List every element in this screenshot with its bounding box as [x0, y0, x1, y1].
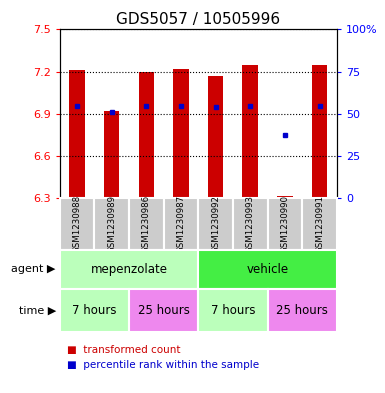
- Bar: [268, 198, 302, 250]
- Text: GSM1230989: GSM1230989: [107, 195, 116, 253]
- Bar: [164, 198, 198, 250]
- Text: agent ▶: agent ▶: [12, 264, 56, 274]
- Bar: [312, 65, 327, 198]
- Text: GSM1230990: GSM1230990: [280, 195, 290, 253]
- Text: GSM1230992: GSM1230992: [211, 195, 220, 253]
- Bar: [198, 198, 233, 250]
- Text: 25 hours: 25 hours: [276, 304, 328, 317]
- Text: GSM1230993: GSM1230993: [246, 195, 255, 253]
- Bar: [173, 69, 189, 198]
- Bar: [208, 76, 223, 198]
- Text: GSM1230986: GSM1230986: [142, 195, 151, 253]
- Text: 7 hours: 7 hours: [72, 304, 117, 317]
- Bar: [104, 111, 119, 198]
- Bar: [243, 65, 258, 198]
- Text: vehicle: vehicle: [246, 263, 289, 276]
- Bar: [94, 198, 129, 250]
- Text: GSM1230988: GSM1230988: [72, 195, 82, 253]
- Bar: [233, 198, 268, 250]
- Text: ■  transformed count: ■ transformed count: [67, 345, 181, 355]
- Bar: [302, 198, 337, 250]
- Text: GSM1230987: GSM1230987: [176, 195, 186, 253]
- Text: GSM1230991: GSM1230991: [315, 195, 324, 253]
- Text: mepenzolate: mepenzolate: [90, 263, 167, 276]
- Title: GDS5057 / 10505996: GDS5057 / 10505996: [116, 12, 280, 27]
- Bar: [60, 198, 94, 250]
- Bar: [69, 70, 85, 198]
- Bar: [139, 72, 154, 198]
- Text: 25 hours: 25 hours: [138, 304, 189, 317]
- Bar: [129, 198, 164, 250]
- Bar: [277, 196, 293, 197]
- Text: time ▶: time ▶: [18, 305, 56, 316]
- Text: ■  percentile rank within the sample: ■ percentile rank within the sample: [67, 360, 259, 371]
- Text: 7 hours: 7 hours: [211, 304, 255, 317]
